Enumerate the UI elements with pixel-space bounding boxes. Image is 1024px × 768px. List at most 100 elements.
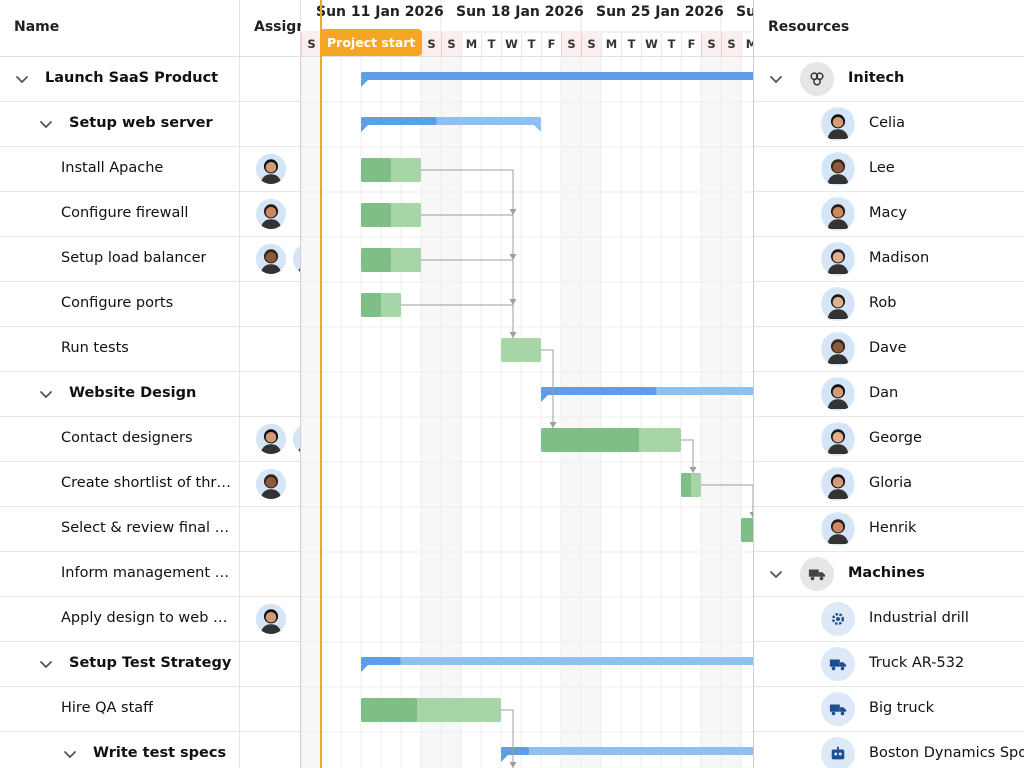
summary-bar[interactable]	[501, 747, 753, 755]
task-name: Setup load balancer	[61, 250, 207, 266]
summary-bar-progress[interactable]	[501, 747, 529, 755]
resource-row[interactable]: Truck AR-532	[754, 642, 1024, 687]
cell-divider	[239, 57, 240, 102]
grid-header: Name Assign	[0, 0, 306, 57]
resource-row[interactable]: Dan	[754, 372, 1024, 417]
task-bar-progress[interactable]	[361, 248, 391, 272]
resource-row[interactable]: Macy	[754, 192, 1024, 237]
resource-row[interactable]: Celia	[754, 102, 1024, 147]
resource-name: Gloria	[869, 475, 913, 491]
task-row[interactable]: Select & review final d…	[0, 507, 300, 552]
task-row[interactable]: Write test specs	[0, 732, 300, 768]
resource-row[interactable]: Industrial drill	[754, 597, 1024, 642]
resource-row[interactable]: Madison	[754, 237, 1024, 282]
splitter[interactable]	[753, 0, 754, 768]
resource-row[interactable]: Henrik	[754, 507, 1024, 552]
task-bar-progress[interactable]	[361, 158, 391, 182]
task-bar-progress[interactable]	[541, 428, 639, 452]
chevron-down-icon[interactable]	[38, 116, 54, 132]
task-bar-progress[interactable]	[361, 293, 381, 317]
resource-row[interactable]: Dave	[754, 327, 1024, 372]
summary-bar-progress[interactable]	[541, 387, 657, 395]
summary-bar-progress[interactable]	[361, 117, 437, 125]
week-label: Su	[736, 4, 753, 20]
summary-bar-start-cap[interactable]	[361, 665, 368, 672]
task-bar-progress[interactable]	[741, 518, 753, 542]
summary-bar[interactable]	[361, 657, 753, 665]
summary-bar-start-cap[interactable]	[541, 395, 548, 402]
resource-group-row[interactable]: Machines	[754, 552, 1024, 597]
task-row[interactable]: Configure firewall	[0, 192, 300, 237]
chevron-down-icon[interactable]	[38, 386, 54, 402]
project-start-marker[interactable]	[320, 0, 322, 768]
task-row[interactable]: Install Apache	[0, 147, 300, 192]
task-row[interactable]: Inform management …	[0, 552, 300, 597]
assignee-avatar[interactable]	[254, 152, 288, 186]
day-label: S	[701, 33, 721, 56]
task-row[interactable]: Setup Test Strategy	[0, 642, 300, 687]
cell-divider	[239, 507, 240, 552]
dependency-arrow	[689, 467, 697, 473]
task-name: Run tests	[61, 340, 129, 356]
task-row[interactable]: Setup load balancer	[0, 237, 300, 282]
resource-row[interactable]: Boston Dynamics Spot	[754, 732, 1024, 768]
resource-row[interactable]: Lee	[754, 147, 1024, 192]
resource-row[interactable]: Rob	[754, 282, 1024, 327]
summary-bar-progress[interactable]	[361, 72, 753, 80]
chevron-down-icon[interactable]	[14, 71, 30, 87]
dependency-arrow	[549, 422, 557, 428]
task-row[interactable]: Hire QA staff	[0, 687, 300, 732]
summary-bar-start-cap[interactable]	[501, 755, 508, 762]
chevron-down-icon[interactable]	[768, 566, 784, 582]
resource-row[interactable]: Gloria	[754, 462, 1024, 507]
task-row[interactable]: Configure ports	[0, 282, 300, 327]
cell-divider	[239, 687, 240, 732]
task-row[interactable]: Launch SaaS Product	[0, 57, 300, 102]
day-label: F	[541, 33, 561, 56]
chevron-down-icon[interactable]	[62, 746, 78, 762]
task-name: Hire QA staff	[61, 700, 154, 716]
task-bar[interactable]	[501, 338, 541, 362]
summary-bar-end-cap[interactable]	[534, 125, 541, 132]
chevron-down-icon[interactable]	[38, 656, 54, 672]
day-label: S	[421, 33, 441, 56]
assignee-avatar[interactable]	[291, 422, 300, 456]
chevron-down-icon[interactable]	[768, 71, 784, 87]
summary-bar-start-cap[interactable]	[361, 80, 368, 87]
task-row[interactable]: Apply design to web s…	[0, 597, 300, 642]
week-label: Sun 18 Jan 2026	[456, 4, 584, 20]
task-name: Apply design to web s…	[61, 610, 232, 626]
avatar	[821, 107, 855, 141]
resource-row[interactable]: George	[754, 417, 1024, 462]
task-row[interactable]: Create shortlist of thr…	[0, 462, 300, 507]
assignee-avatar[interactable]	[254, 602, 288, 636]
name-column-header[interactable]: Name	[14, 19, 60, 35]
weekend-column	[301, 57, 321, 768]
summary-bar-start-cap[interactable]	[361, 125, 368, 132]
week-label: Sun 25 Jan 2026	[596, 4, 724, 20]
task-bar-progress[interactable]	[361, 698, 417, 722]
task-bar-progress[interactable]	[361, 203, 391, 227]
assigned-column-header[interactable]: Assign	[254, 19, 307, 35]
column-divider[interactable]	[239, 0, 240, 57]
assignee-avatar[interactable]	[254, 467, 288, 501]
assignee-avatar[interactable]	[254, 197, 288, 231]
cell-divider	[239, 597, 240, 642]
task-row[interactable]: Website Design	[0, 372, 300, 417]
task-name: Inform management …	[61, 565, 230, 581]
resources-column-header[interactable]: Resources	[768, 19, 850, 35]
day-label: S	[441, 33, 461, 56]
project-start-label[interactable]: Project start	[320, 29, 423, 56]
assignee-avatar[interactable]	[291, 242, 300, 276]
assignee-avatar[interactable]	[254, 242, 288, 276]
resource-group-row[interactable]: Initech	[754, 57, 1024, 102]
task-row[interactable]: Contact designers	[0, 417, 300, 462]
summary-bar-progress[interactable]	[361, 657, 401, 665]
resource-name: Truck AR-532	[869, 655, 965, 671]
resource-row[interactable]: Big truck	[754, 687, 1024, 732]
assignee-avatar[interactable]	[254, 422, 288, 456]
task-row[interactable]: Setup web server	[0, 102, 300, 147]
task-bar-progress[interactable]	[681, 473, 691, 497]
weekend-column	[421, 57, 441, 768]
task-row[interactable]: Run tests	[0, 327, 300, 372]
